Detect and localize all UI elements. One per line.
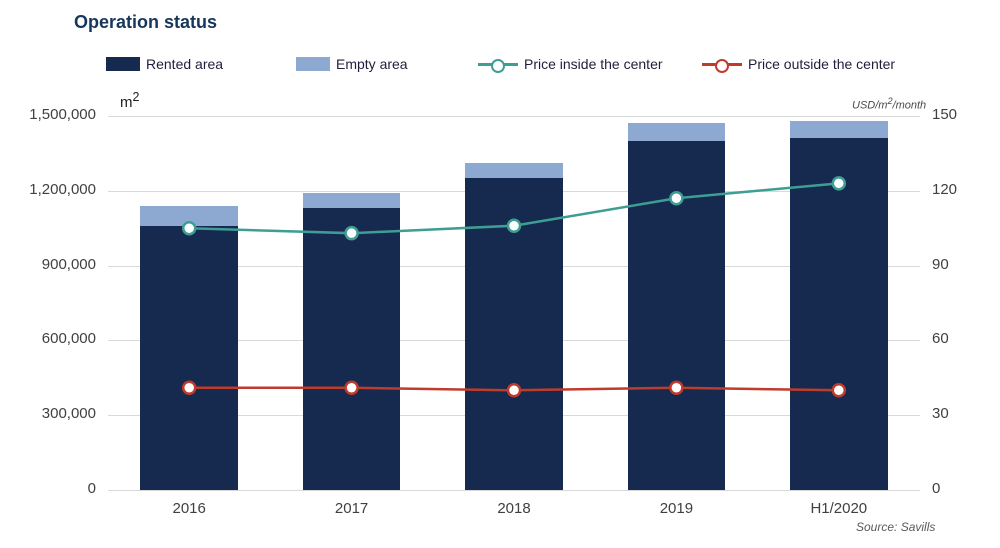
y1-tick-label: 1,200,000 (0, 181, 96, 198)
y1-tick-label: 0 (0, 480, 96, 497)
y2-tick-label: 30 (932, 405, 949, 422)
y2-tick-label: 120 (932, 181, 957, 198)
y1-tick-label: 300,000 (0, 405, 96, 422)
x-tick-label: 2018 (454, 500, 574, 517)
source-label: Source: Savills (856, 520, 935, 534)
line-marker (346, 227, 358, 239)
x-tick-label: 2019 (616, 500, 736, 517)
x-tick-label: H1/2020 (779, 500, 899, 517)
line-marker (833, 177, 845, 189)
line-marker (670, 192, 682, 204)
line-series (0, 0, 1000, 548)
line-marker (183, 222, 195, 234)
y1-tick-label: 900,000 (0, 256, 96, 273)
line-marker (346, 382, 358, 394)
y2-tick-label: 0 (932, 480, 940, 497)
line-marker (183, 382, 195, 394)
line-marker (670, 382, 682, 394)
y1-tick-label: 600,000 (0, 330, 96, 347)
line-marker (833, 384, 845, 396)
line-marker (508, 384, 520, 396)
operation-status-chart: Operation status Rented areaEmpty areaPr… (0, 0, 1000, 548)
x-tick-label: 2016 (129, 500, 249, 517)
y1-tick-label: 1,500,000 (0, 106, 96, 123)
y2-tick-label: 150 (932, 106, 957, 123)
line-marker (508, 220, 520, 232)
x-tick-label: 2017 (292, 500, 412, 517)
y2-tick-label: 90 (932, 256, 949, 273)
y2-tick-label: 60 (932, 330, 949, 347)
